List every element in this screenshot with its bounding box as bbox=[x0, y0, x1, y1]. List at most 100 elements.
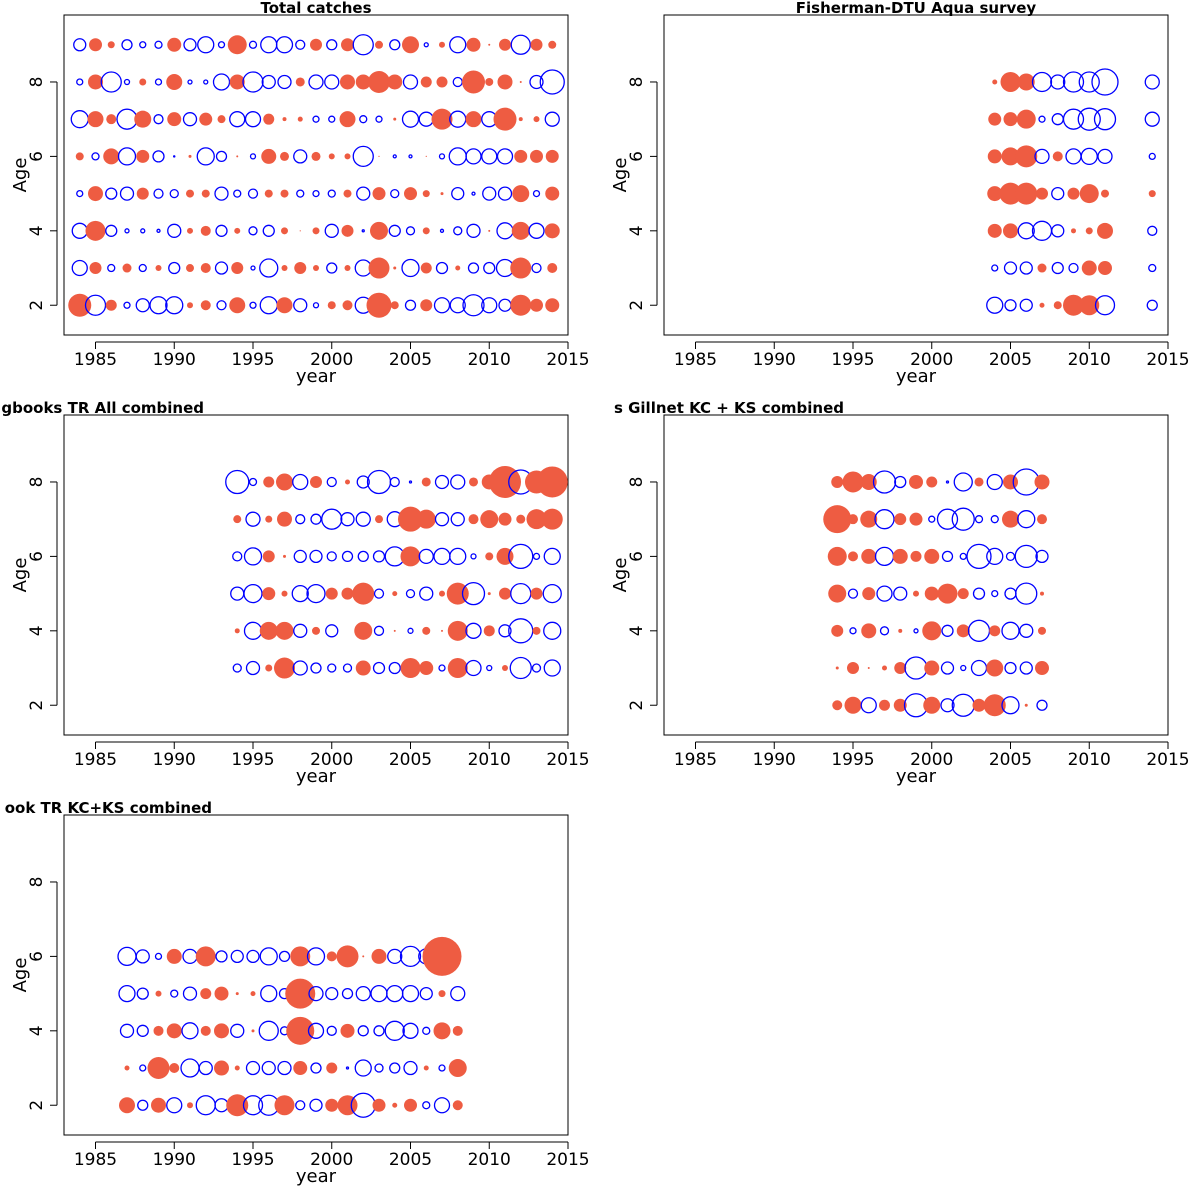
bubble-negative bbox=[904, 656, 928, 680]
bubble-positive bbox=[860, 510, 878, 528]
bubbles bbox=[117, 936, 467, 1118]
bubble-positive bbox=[226, 1094, 249, 1117]
bubble-negative bbox=[249, 153, 257, 160]
bubble-negative bbox=[960, 664, 967, 672]
bubble-negative bbox=[1146, 299, 1158, 311]
bubble-negative bbox=[187, 79, 193, 85]
bubble-positive bbox=[362, 955, 365, 958]
bubble-positive bbox=[1017, 73, 1035, 91]
bubble-negative bbox=[388, 224, 401, 237]
x-tick-label: 1990 bbox=[753, 350, 796, 370]
bubble-negative bbox=[849, 627, 857, 635]
bubble-negative bbox=[433, 297, 451, 314]
bubble-negative bbox=[326, 39, 338, 51]
bubble-negative bbox=[137, 1099, 149, 1111]
bubble-negative bbox=[196, 147, 215, 166]
bubble-positive bbox=[831, 475, 844, 488]
y-tick-label: 2 bbox=[27, 700, 47, 711]
bubble-negative bbox=[243, 583, 263, 604]
bubble-negative bbox=[439, 228, 445, 233]
x-axis-label: year bbox=[296, 766, 337, 787]
bubble-positive bbox=[519, 80, 522, 83]
bubble-negative bbox=[401, 984, 420, 1003]
bubble-negative bbox=[1031, 220, 1053, 241]
bubble-positive bbox=[283, 554, 286, 558]
bubble-positive bbox=[924, 660, 940, 676]
bubble-negative bbox=[465, 148, 482, 165]
bubble-positive bbox=[452, 1100, 463, 1111]
bubble-positive bbox=[277, 511, 292, 527]
bubble-positive bbox=[186, 189, 194, 198]
bubble-negative bbox=[874, 509, 895, 530]
bubble-negative bbox=[945, 480, 950, 484]
bubbles bbox=[823, 468, 1050, 718]
bubble-negative bbox=[170, 989, 179, 998]
panel-title: Total catches bbox=[260, 0, 371, 17]
bubble-positive bbox=[827, 546, 847, 566]
bubble-negative bbox=[543, 659, 561, 677]
bubble-negative bbox=[165, 296, 184, 315]
bubble-negative bbox=[326, 262, 338, 274]
y-tick-label: 2 bbox=[27, 1100, 47, 1111]
bubble-positive bbox=[342, 300, 353, 311]
bubble-negative bbox=[1017, 222, 1035, 240]
bubble-negative bbox=[1015, 582, 1038, 605]
bubble-positive bbox=[200, 263, 211, 274]
bubble-positive bbox=[879, 699, 890, 711]
panel-2: Fisherman-DTU Aqua survey 1985 1990 1995 200… bbox=[610, 0, 1190, 387]
bubble-negative bbox=[262, 224, 275, 237]
bubble-positive bbox=[166, 1023, 182, 1039]
bubble-negative bbox=[974, 515, 984, 524]
panel-title: Fisherman-DTU Aqua survey bbox=[796, 0, 1037, 17]
bubble-negative bbox=[182, 986, 198, 1001]
bubble-positive bbox=[339, 111, 356, 128]
bubble-positive bbox=[326, 951, 337, 962]
bubble-positive bbox=[88, 74, 103, 90]
bubble-negative bbox=[1051, 224, 1065, 238]
bubble-positive bbox=[139, 78, 147, 86]
bubble-positive bbox=[151, 1097, 166, 1113]
bubble-negative bbox=[293, 298, 308, 313]
bubble-negative bbox=[401, 110, 420, 128]
bubble-positive bbox=[926, 476, 938, 488]
bubble-negative bbox=[232, 663, 242, 673]
bubble-positive bbox=[510, 257, 532, 279]
x-tick-label: 2015 bbox=[1146, 350, 1189, 370]
bubble-negative bbox=[306, 583, 326, 604]
bubble-positive bbox=[439, 590, 445, 597]
bubble-positive bbox=[251, 1029, 255, 1033]
bubble-positive bbox=[823, 505, 852, 534]
bubble-positive bbox=[835, 666, 839, 670]
bubble-negative bbox=[940, 698, 955, 713]
bubble-negative bbox=[419, 586, 434, 601]
bubble-positive bbox=[420, 262, 432, 274]
bubble-positive bbox=[250, 991, 256, 997]
x-tick-label: 2000 bbox=[310, 350, 353, 370]
y-axis-label: Age bbox=[10, 558, 31, 593]
bubble-negative bbox=[1051, 113, 1064, 126]
bubble-negative bbox=[482, 186, 497, 201]
bubble-negative bbox=[215, 150, 228, 163]
bubble-positive bbox=[136, 149, 150, 163]
bubble-negative bbox=[450, 985, 466, 1002]
bubble-negative bbox=[321, 508, 343, 530]
bubble-negative bbox=[217, 41, 226, 49]
bubble-negative bbox=[451, 186, 465, 201]
bubbles bbox=[986, 68, 1160, 316]
bubble-positive bbox=[103, 148, 120, 165]
bubble-positive bbox=[390, 301, 399, 310]
bubble-positive bbox=[499, 587, 511, 600]
bubble-positive bbox=[422, 626, 431, 635]
bubble-negative bbox=[465, 659, 482, 677]
bubble-positive bbox=[541, 508, 563, 530]
bubble-positive bbox=[341, 38, 354, 52]
bubble-positive bbox=[489, 465, 521, 498]
bubble-positive bbox=[530, 38, 543, 51]
bubble-negative bbox=[230, 586, 245, 601]
bubble-negative bbox=[258, 1020, 279, 1041]
bubble-negative bbox=[71, 222, 88, 239]
bubble-positive bbox=[545, 186, 560, 201]
y-tick-label: 8 bbox=[627, 477, 647, 488]
bubble-positive bbox=[536, 466, 568, 498]
